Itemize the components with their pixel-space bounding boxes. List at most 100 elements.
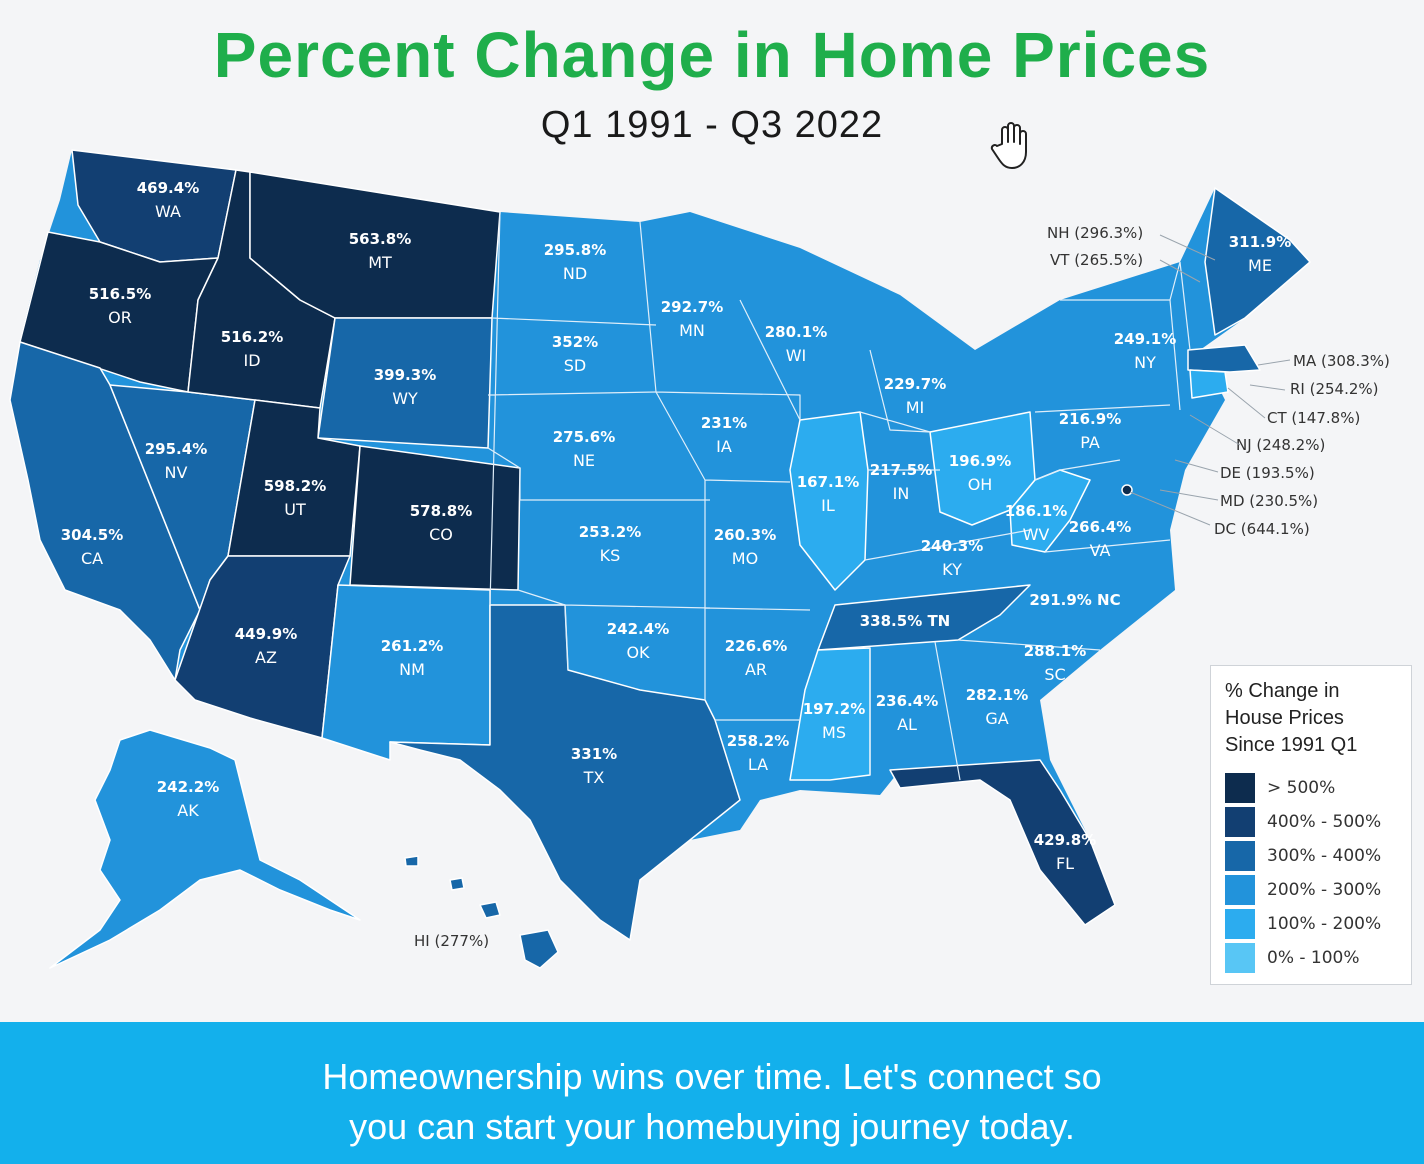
state-value-ia: 231% [701, 414, 747, 432]
state-name-nd: ND [563, 264, 587, 283]
state-name-ok: OK [626, 643, 650, 662]
state-name-ga: GA [985, 709, 1008, 728]
legend-swatch [1225, 807, 1255, 837]
state-value-il: 167.1% [797, 473, 859, 491]
state-value-ut: 598.2% [264, 477, 326, 495]
legend-swatch [1225, 773, 1255, 803]
state-name-wa: WA [155, 202, 181, 221]
state-value-mt: 563.8% [349, 230, 411, 248]
state-name-il: IL [821, 496, 835, 515]
legend-item: 200% - 300% [1225, 873, 1397, 907]
state-value-ks: 253.2% [579, 523, 641, 541]
state-value-ne: 275.6% [553, 428, 615, 446]
state-label-tn: 338.5% TN [860, 612, 950, 630]
state-labels: 469.4% WA 516.5% OR 304.5% CA 516.2% ID 295.4% NV… [61, 179, 1291, 873]
state-value-wy: 399.3% [374, 366, 436, 384]
external-label-ct: CT (147.8%) [1267, 409, 1360, 427]
external-label-md: MD (230.5%) [1220, 492, 1318, 510]
state-name-fl: FL [1056, 854, 1074, 873]
state-name-id: ID [243, 351, 260, 370]
state-dc-marker [1121, 484, 1133, 496]
state-value-ms: 197.2% [803, 700, 865, 718]
legend-title: % Change in House Prices Since 1991 Q1 [1225, 680, 1358, 756]
state-il [789, 411, 869, 591]
state-value-ak: 242.2% [157, 778, 219, 796]
state-fl [889, 759, 1116, 926]
legend-label: 200% - 300% [1267, 880, 1382, 900]
legend-swatch [1225, 943, 1255, 973]
external-label-ma: MA (308.3%) [1293, 352, 1390, 370]
state-name-ny: NY [1134, 353, 1156, 372]
state-tx [389, 604, 741, 941]
hand-pointer-icon [990, 122, 1027, 169]
page-title: Percent Change in Home Prices [213, 19, 1211, 91]
state-value-or: 516.5% [89, 285, 151, 303]
state-value-oh: 196.9% [949, 452, 1011, 470]
state-value-ny: 249.1% [1114, 330, 1176, 348]
state-name-ky: KY [942, 560, 962, 579]
legend-label: 300% - 400% [1267, 846, 1382, 866]
legend-item: > 500% [1225, 771, 1397, 805]
external-label-nh: NH (296.3%) [1047, 224, 1143, 242]
external-label-vt: VT (265.5%) [1050, 251, 1143, 269]
state-value-ga: 282.1% [966, 686, 1028, 704]
legend: % Change in House Prices Since 1991 Q1 >… [1210, 665, 1412, 985]
state-name-oh: OH [968, 475, 993, 494]
state-value-mn: 292.7% [661, 298, 723, 316]
state-name-wy: WY [392, 389, 418, 408]
legend-item: 300% - 400% [1225, 839, 1397, 873]
state-name-la: LA [748, 755, 768, 774]
leader-lines [1129, 234, 1291, 526]
state-name-tx: TX [583, 768, 605, 787]
state-value-tx: 331% [571, 745, 617, 763]
legend-swatch [1225, 909, 1255, 939]
state-name-ks: KS [600, 546, 621, 565]
state-value-nv: 295.4% [145, 440, 207, 458]
state-ak [49, 729, 361, 969]
legend-label: 0% - 100% [1267, 948, 1360, 968]
state-value-sd: 352% [552, 333, 598, 351]
state-value-wa: 469.4% [137, 179, 199, 197]
external-labels: NH (296.3%) VT (265.5%) MA (308.3%) RI (254… [414, 224, 1390, 950]
legend-swatch [1225, 875, 1255, 905]
state-name-in: IN [893, 484, 910, 503]
state-name-ca: CA [81, 549, 103, 568]
external-label-nj: NJ (248.2%) [1236, 436, 1325, 454]
state-name-ia: IA [716, 437, 732, 456]
state-name-nv: NV [165, 463, 188, 482]
legend-items: > 500% 400% - 500% 300% - 400% 200% - 300% 1… [1225, 771, 1397, 975]
state-name-al: AL [897, 715, 917, 734]
state-name-sc: SC [1044, 665, 1065, 684]
state-value-me: 311.9% [1229, 233, 1291, 251]
state-value-nd: 295.8% [544, 241, 606, 259]
footer-banner: Homeownership wins over time. Let's conn… [0, 1022, 1424, 1164]
external-label-dc: DC (644.1%) [1214, 520, 1310, 538]
footer-text: Homeownership wins over time. Let's conn… [322, 1056, 1102, 1147]
state-value-al: 236.4% [876, 692, 938, 710]
state-hi [404, 855, 559, 969]
state-name-co: CO [429, 525, 453, 544]
state-value-pa: 216.9% [1059, 410, 1121, 428]
state-borders [487, 211, 1191, 781]
state-name-or: OR [108, 308, 132, 327]
state-value-sc: 288.1% [1024, 642, 1086, 660]
state-value-id: 516.2% [221, 328, 283, 346]
state-name-va: VA [1090, 541, 1111, 560]
state-name-me: ME [1248, 256, 1272, 275]
state-value-mo: 260.3% [714, 526, 776, 544]
state-az [174, 555, 351, 739]
external-label-de: DE (193.5%) [1220, 464, 1315, 482]
state-name-ne: NE [573, 451, 595, 470]
state-tn [817, 584, 1031, 651]
state-name-pa: PA [1080, 433, 1100, 452]
legend-item: 400% - 500% [1225, 805, 1397, 839]
state-name-ak: AK [177, 801, 199, 820]
legend-item: 0% - 100% [1225, 941, 1397, 975]
legend-label: 100% - 200% [1267, 914, 1382, 934]
legend-item: 100% - 200% [1225, 907, 1397, 941]
state-value-mi: 229.7% [884, 375, 946, 393]
state-value-ky: 240.3% [921, 537, 983, 555]
state-name-nm: NM [399, 660, 425, 679]
external-label-hi: HI (277%) [414, 932, 489, 950]
